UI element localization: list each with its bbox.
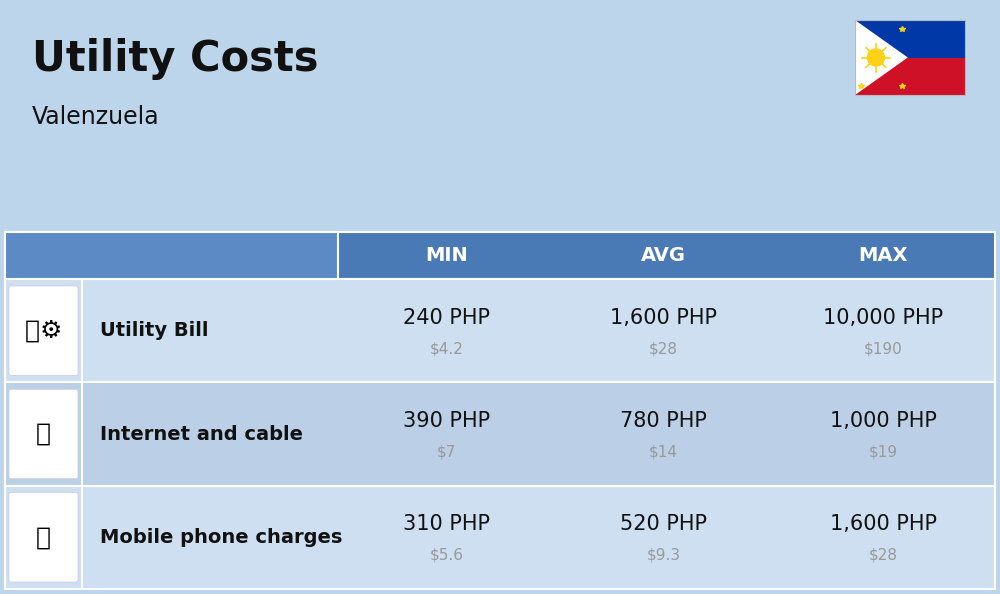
Text: AVG: AVG — [641, 246, 686, 265]
Text: $7: $7 — [437, 444, 456, 460]
Bar — [5, 232, 338, 279]
Text: 310 PHP: 310 PHP — [403, 514, 490, 535]
Bar — [5, 279, 82, 383]
Text: $19: $19 — [869, 444, 898, 460]
FancyBboxPatch shape — [9, 389, 78, 479]
Text: Utility Costs: Utility Costs — [32, 38, 318, 80]
Text: 390 PHP: 390 PHP — [403, 411, 490, 431]
Bar — [855, 20, 965, 58]
Bar — [5, 232, 995, 279]
Text: 1,000 PHP: 1,000 PHP — [830, 411, 937, 431]
Text: 240 PHP: 240 PHP — [403, 308, 490, 328]
Text: $190: $190 — [864, 341, 903, 356]
Text: Internet and cable: Internet and cable — [100, 425, 303, 444]
Text: 520 PHP: 520 PHP — [620, 514, 707, 535]
Text: 10,000 PHP: 10,000 PHP — [823, 308, 944, 328]
Text: 1,600 PHP: 1,600 PHP — [830, 514, 937, 535]
Text: Valenzuela: Valenzuela — [32, 105, 160, 129]
Text: $14: $14 — [649, 444, 678, 460]
Text: $28: $28 — [649, 341, 678, 356]
Text: 780 PHP: 780 PHP — [620, 411, 707, 431]
Text: MIN: MIN — [425, 246, 468, 265]
Bar — [855, 58, 965, 95]
Text: $28: $28 — [869, 548, 898, 563]
Text: Utility Bill: Utility Bill — [100, 321, 208, 340]
Text: $5.6: $5.6 — [430, 548, 464, 563]
Circle shape — [867, 49, 884, 66]
Text: Mobile phone charges: Mobile phone charges — [100, 528, 342, 547]
Text: $4.2: $4.2 — [430, 341, 463, 356]
Bar — [5, 486, 82, 589]
FancyBboxPatch shape — [9, 492, 78, 582]
Text: 📱: 📱 — [36, 525, 51, 549]
Text: MAX: MAX — [859, 246, 908, 265]
Text: 🔌⚙️: 🔌⚙️ — [25, 318, 62, 343]
Bar — [5, 486, 995, 589]
Bar — [5, 279, 995, 383]
Text: 📶: 📶 — [36, 422, 51, 446]
FancyBboxPatch shape — [9, 286, 78, 375]
Bar — [5, 383, 995, 486]
Bar — [5, 383, 82, 486]
Polygon shape — [855, 20, 908, 95]
Text: $9.3: $9.3 — [646, 548, 681, 563]
Bar — [855, 20, 965, 95]
Text: 1,600 PHP: 1,600 PHP — [610, 308, 717, 328]
